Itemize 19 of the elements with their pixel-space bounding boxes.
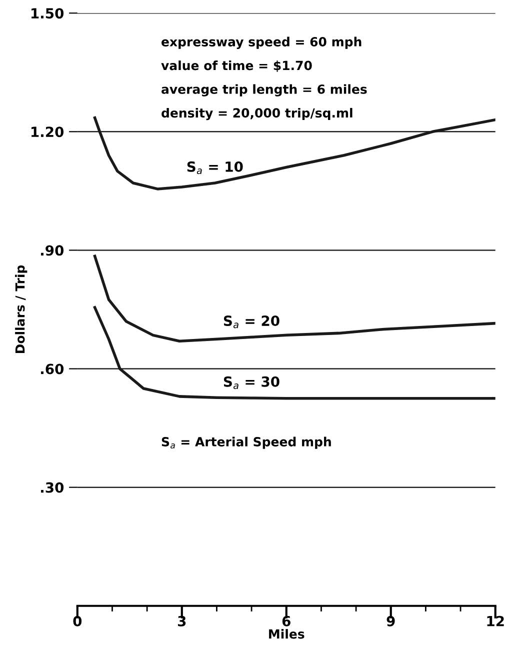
x-axis-title: Miles [269, 629, 304, 639]
y-tick-label: .60 [41, 364, 64, 374]
y-tick-label: 1.50 [32, 8, 64, 19]
y-tick-label: .30 [41, 482, 64, 493]
series-label: S$_{a}$ = 20 [224, 316, 280, 328]
y-tick-label: .90 [41, 245, 64, 256]
annotation: average trip length = 6 miles [162, 84, 367, 96]
annotation: S$_{a}$ = Arterial Speed mph [162, 436, 331, 449]
x-tick-label: 12 [487, 616, 504, 626]
annotation: density = 20,000 trip/sq.ml [162, 108, 352, 120]
annotation: expressway speed = 60 mph [162, 36, 362, 50]
line-series [93, 254, 496, 342]
x-tick-label: 0 [73, 616, 82, 626]
x-tick-label: 9 [386, 616, 395, 626]
y-tick-label: 1.20 [32, 126, 64, 138]
annotation: value of time = $1.70 [161, 60, 312, 72]
series-label: S$_{a}$ = 30 [224, 376, 280, 390]
y-axis-title: Dollars / Trip [15, 265, 28, 354]
series-label: S$_{a}$ = 10 [187, 161, 243, 174]
